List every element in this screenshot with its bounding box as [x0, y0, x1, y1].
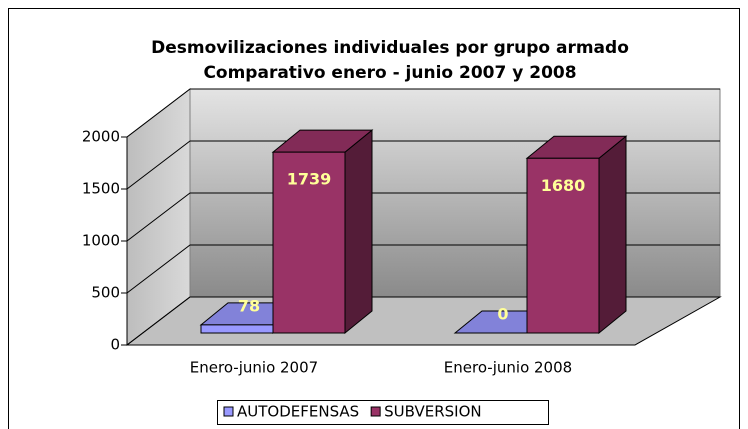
grid-line	[126, 140, 720, 190]
y-tick-label: 1000	[82, 232, 120, 250]
legend-swatch	[223, 406, 234, 417]
grid-line	[126, 88, 720, 138]
y-tick-label: 2000	[82, 128, 120, 146]
legend-box	[217, 400, 549, 425]
y-tick-label: 500	[91, 284, 120, 302]
chart-subtitle: Comparativo enero - junio 2007 y 2008	[203, 63, 576, 83]
bar	[526, 157, 600, 334]
y-tick-label: 0	[110, 336, 120, 354]
chart-title: Desmovilizaciones individuales por grupo…	[151, 38, 629, 58]
bar	[200, 324, 274, 334]
bar-side	[344, 129, 373, 335]
bar	[272, 151, 346, 334]
x-tick-label: Enero-junio 2007	[190, 359, 318, 377]
legend-swatch	[370, 406, 381, 417]
y-tick-label: 1500	[82, 180, 120, 198]
value-label: 1680	[541, 176, 586, 195]
value-label: 78	[238, 296, 260, 315]
legend-label: AUTODEFENSAS	[237, 403, 359, 421]
plot-area	[121, 87, 722, 347]
value-label: 1739	[287, 170, 332, 189]
value-label: 0	[497, 305, 508, 324]
x-tick-label: Enero-junio 2008	[444, 359, 572, 377]
legend-label: SUBVERSION	[384, 403, 481, 421]
bar-side	[598, 135, 627, 335]
